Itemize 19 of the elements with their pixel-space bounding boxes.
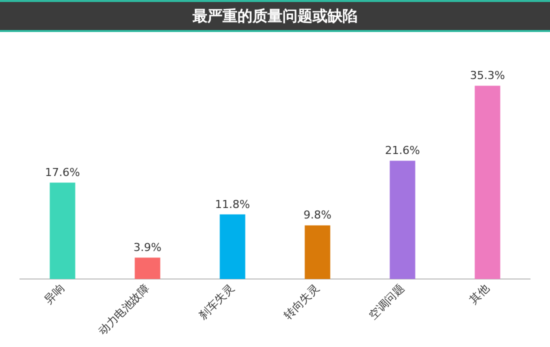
data-label: 9.8%	[304, 208, 332, 222]
bar	[474, 86, 500, 279]
data-label: 11.8%	[215, 198, 250, 211]
x-tick-label: 动力电池故障	[96, 282, 152, 338]
chart-title: 最严重的质量问题或缺陷	[0, 0, 550, 32]
x-tick-label: 其他	[467, 282, 492, 306]
x-tick-label: 异响	[42, 282, 67, 306]
data-label: 35.3%	[470, 69, 505, 82]
bar	[304, 225, 330, 279]
x-tick-label: 转向失灵	[281, 282, 322, 322]
data-label: 17.6%	[45, 166, 80, 179]
data-label: 21.6%	[385, 144, 420, 158]
x-tick-label: 空调问题	[366, 282, 407, 322]
bar	[220, 214, 246, 279]
bar	[134, 258, 160, 279]
bar	[50, 182, 76, 279]
bar	[390, 160, 416, 279]
data-label: 3.9%	[134, 241, 162, 254]
x-tick-label: 刹车失灵	[196, 282, 237, 322]
